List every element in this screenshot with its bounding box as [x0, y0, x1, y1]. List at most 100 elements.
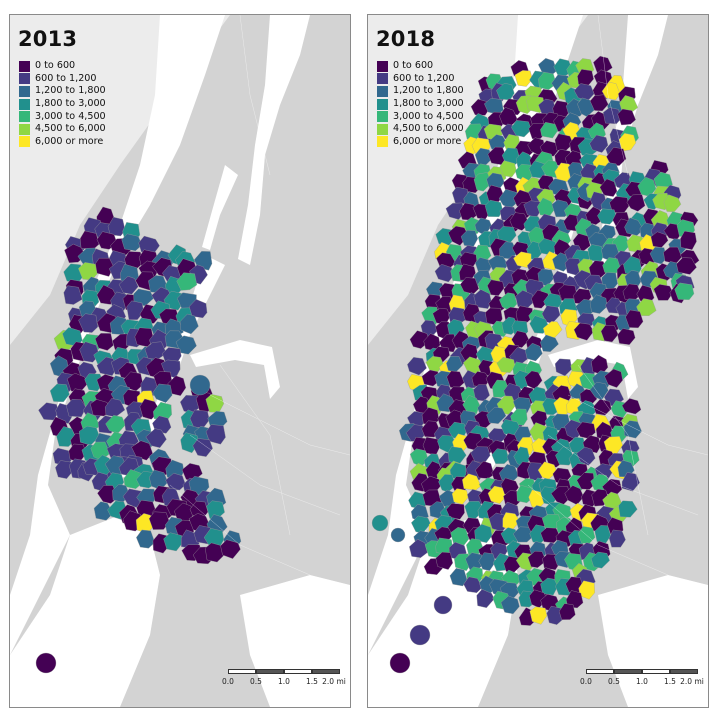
- map-cell: [486, 406, 507, 424]
- scale-tick-label: 1.5: [664, 677, 676, 686]
- map-cell: [674, 282, 695, 300]
- legend-item: 1,200 to 1,800: [19, 85, 106, 98]
- map-cell: [473, 172, 492, 192]
- map-cell: [593, 399, 612, 416]
- map-cell: [601, 81, 621, 101]
- map-cell: [165, 473, 186, 491]
- map-cell: [486, 184, 504, 202]
- scale-tick-label: 2.0 mi: [322, 677, 346, 686]
- panel-title: 2013: [18, 27, 78, 51]
- map-cell: [680, 230, 697, 250]
- map-cell: [463, 576, 483, 593]
- map-cell: [79, 341, 100, 363]
- legend-item: 1,200 to 1,800: [377, 85, 464, 98]
- scale-segment: [284, 669, 312, 674]
- map-cell: [525, 342, 543, 362]
- panel-title: 2018: [376, 27, 436, 51]
- map-cell: [589, 294, 608, 314]
- map-cell: [589, 94, 609, 112]
- map-cell: [35, 652, 57, 674]
- map-cell: [474, 524, 493, 543]
- legend-label: 1,200 to 1,800: [393, 85, 464, 97]
- map-cell: [121, 233, 143, 252]
- street-lines: [169, 15, 350, 576]
- map-cell: [487, 279, 505, 296]
- map-cell: [589, 134, 609, 153]
- legend-swatch: [19, 85, 30, 97]
- scale-segment: [256, 669, 284, 674]
- map-cell: [107, 216, 126, 237]
- legend-label: 600 to 1,200: [393, 72, 455, 84]
- scale-segment: [228, 669, 256, 674]
- map-cell: [484, 199, 503, 217]
- map-cell: [407, 357, 427, 376]
- map-cell: [623, 420, 642, 439]
- map-cell: [118, 276, 139, 295]
- map-cell: [513, 251, 532, 268]
- map-cell: [175, 335, 197, 355]
- map-cell: [95, 258, 114, 277]
- map-cell: [176, 272, 198, 291]
- map-cell: [131, 440, 153, 461]
- map-cell: [527, 551, 547, 568]
- map-cell: [618, 500, 638, 518]
- map-cell: [500, 595, 520, 615]
- map-cell: [449, 568, 468, 587]
- legend-label: 0 to 600: [393, 60, 434, 72]
- map-cell: [487, 485, 506, 504]
- legend-item: 6,000 or more: [377, 136, 464, 149]
- map-cell: [462, 395, 481, 415]
- legend-swatch: [377, 136, 388, 148]
- map-cell: [90, 399, 111, 417]
- scale-bar: 0.0 0.5 1.0 1.5 2.0 mi: [222, 669, 346, 689]
- scale-tick-label: 1.5: [306, 677, 318, 686]
- hudson-river: [10, 15, 225, 655]
- map-cell: [80, 230, 100, 250]
- map-cell: [491, 448, 510, 464]
- map-cell: [555, 446, 574, 466]
- map-cell: [599, 178, 618, 197]
- map-cell: [590, 551, 610, 569]
- legend-swatch: [19, 73, 30, 85]
- map-cell: [446, 503, 465, 520]
- legend-item: 4,500 to 6,000: [19, 123, 106, 136]
- map-cell: [434, 263, 454, 283]
- scale-segment: [614, 669, 642, 674]
- legend-swatch: [19, 98, 30, 110]
- legend-swatch: [377, 60, 388, 72]
- map-cell: [578, 580, 595, 600]
- scale-tick-label: 1.0: [636, 677, 648, 686]
- scale-tick-label: 0.0: [222, 677, 234, 686]
- street-lines: [527, 15, 708, 576]
- map-cell: [433, 595, 453, 615]
- legend-item: 3,000 to 4,500: [377, 110, 464, 123]
- legend-swatch: [19, 123, 30, 135]
- map-cell: [559, 603, 576, 620]
- scale-tick-label: 0.5: [250, 677, 262, 686]
- scale-segment: [586, 669, 614, 674]
- newtown-creek: [190, 340, 280, 399]
- legend-swatch: [377, 98, 388, 110]
- choropleth-cells-2018: [371, 55, 700, 674]
- long-island-sound: [238, 15, 310, 265]
- map-cell: [621, 398, 642, 415]
- map-cell: [409, 538, 428, 558]
- scale-tick-label: 0.5: [608, 677, 620, 686]
- map-cell: [49, 383, 70, 403]
- map-cell: [540, 334, 559, 352]
- legend-item: 6,000 or more: [19, 136, 106, 149]
- map-cell: [625, 309, 644, 329]
- map-cell: [676, 257, 697, 275]
- map-cell: [617, 328, 636, 345]
- map-cell: [473, 289, 492, 309]
- legend-item: 0 to 600: [377, 60, 464, 73]
- map-cell: [576, 472, 595, 490]
- jamaica-bay: [598, 575, 708, 707]
- map-cell: [604, 368, 623, 388]
- legend-swatch: [19, 136, 30, 148]
- map-cell: [84, 373, 104, 392]
- map-cell: [600, 325, 619, 343]
- map-cell: [576, 446, 596, 466]
- map-cell: [597, 208, 617, 225]
- map-cell: [450, 527, 470, 546]
